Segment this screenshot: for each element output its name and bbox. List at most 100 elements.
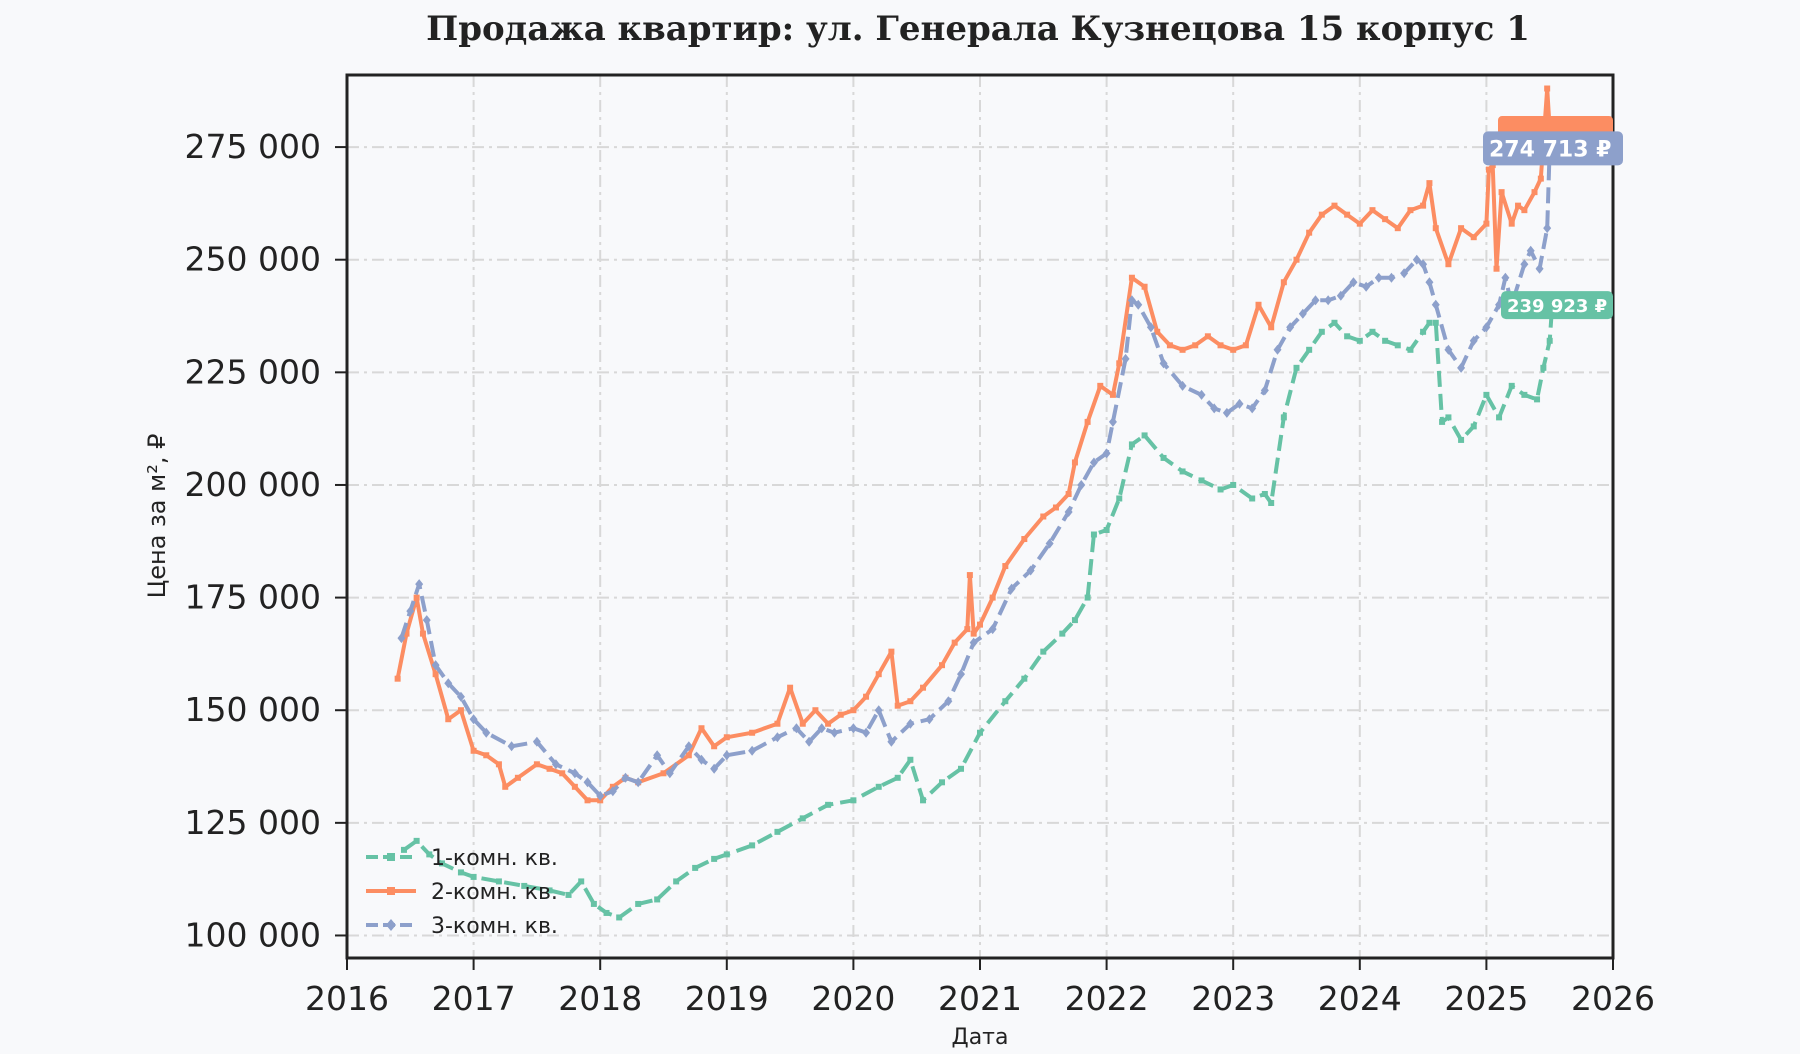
data-point: [711, 855, 718, 862]
data-point: [1089, 457, 1098, 468]
data-point: [1444, 344, 1453, 355]
data-point: [1280, 414, 1287, 421]
data-point: [1311, 295, 1320, 306]
y-tick-label: 275 000: [185, 127, 321, 166]
data-point: [749, 842, 756, 849]
data-point: [1349, 277, 1358, 288]
data-point: [456, 691, 465, 702]
data-point: [1324, 295, 1333, 306]
data-point: [1179, 346, 1186, 353]
x-tick-label: 2026: [1571, 979, 1655, 1018]
data-point: [445, 716, 452, 723]
legend-label: 2-комн. кв.: [431, 880, 558, 905]
y-tick-label: 175 000: [185, 578, 321, 617]
data-point: [483, 752, 490, 759]
data-point: [989, 594, 996, 601]
data-point: [1400, 268, 1409, 279]
data-point: [1198, 477, 1205, 484]
data-point: [1356, 220, 1363, 227]
data-point: [1134, 299, 1143, 310]
data-point: [406, 606, 415, 617]
data-point: [1318, 211, 1325, 218]
data-point: [1077, 479, 1086, 490]
legend-label: 3-комн. кв.: [431, 914, 558, 939]
data-point: [438, 860, 445, 867]
series-layer: [394, 85, 1556, 921]
data-point: [1002, 698, 1009, 705]
data-point: [1407, 346, 1414, 353]
x-axis-label: Дата: [952, 1025, 1009, 1050]
y-tick-label: 125 000: [185, 803, 321, 842]
data-point: [621, 772, 630, 783]
data-point: [1179, 468, 1186, 475]
data-point: [1382, 337, 1389, 344]
data-point: [1445, 261, 1452, 268]
data-point: [849, 723, 858, 734]
data-point: [1521, 207, 1528, 214]
data-point: [1521, 391, 1528, 398]
data-point: [1407, 207, 1414, 214]
data-point: [1369, 328, 1376, 335]
data-point: [1166, 342, 1173, 349]
series-line: [402, 304, 1555, 920]
data-point: [1432, 225, 1439, 232]
data-point: [684, 741, 693, 752]
data-point: [1540, 364, 1547, 371]
data-point: [1426, 180, 1433, 187]
data-point: [920, 684, 927, 691]
data-point: [685, 752, 692, 759]
data-point: [1298, 308, 1307, 319]
legend-marker: [387, 887, 395, 895]
data-point: [1498, 189, 1505, 196]
data-point: [1420, 202, 1427, 209]
data-point: [1235, 398, 1244, 409]
data-point: [894, 702, 901, 709]
data-point: [1045, 538, 1054, 549]
data-point: [397, 633, 406, 644]
data-point: [1470, 423, 1477, 430]
data-point: [920, 797, 927, 804]
data-point: [1197, 389, 1206, 400]
data-point: [482, 727, 491, 738]
series-3: [397, 143, 1554, 801]
data-point: [792, 723, 801, 734]
data-point: [723, 851, 730, 858]
axes: 2016 2017 2018 2019 2020 2021 2022 2023 2024 2025…: [185, 127, 1655, 1018]
data-point: [413, 837, 420, 844]
data-point: [583, 777, 592, 788]
data-point: [1458, 436, 1465, 443]
data-point: [969, 637, 978, 648]
data-point: [1261, 490, 1268, 497]
data-point: [723, 734, 730, 741]
data-point: [812, 707, 819, 714]
data-point: [1344, 333, 1351, 340]
series-line: [395, 86, 1552, 803]
data-point: [1071, 459, 1078, 466]
data-point: [1286, 322, 1295, 333]
data-point: [1065, 490, 1072, 497]
data-point: [977, 729, 983, 736]
data-point: [1268, 499, 1275, 506]
data-point: [1109, 391, 1116, 398]
data-point: [957, 669, 966, 680]
data-point: [495, 878, 502, 885]
data-point: [413, 594, 420, 601]
data-point: [1230, 481, 1237, 488]
data-point: [1159, 358, 1168, 369]
legend-label: 1-комн. кв.: [431, 846, 558, 871]
data-point: [1040, 513, 1047, 520]
data-point: [1141, 283, 1148, 290]
data-point: [850, 797, 857, 804]
data-point: [1021, 675, 1028, 682]
data-point: [1204, 333, 1211, 340]
data-point: [1052, 504, 1059, 511]
data-point: [1374, 272, 1383, 283]
data-point: [944, 696, 953, 707]
data-point: [1543, 223, 1552, 234]
chart-title: Продажа квартир: ул. Генерала Кузнецова …: [426, 9, 1530, 49]
data-point: [1084, 594, 1091, 601]
data-point: [1336, 290, 1345, 301]
data-point: [1394, 225, 1401, 232]
data-point: [1496, 414, 1503, 421]
data-point: [400, 846, 407, 853]
